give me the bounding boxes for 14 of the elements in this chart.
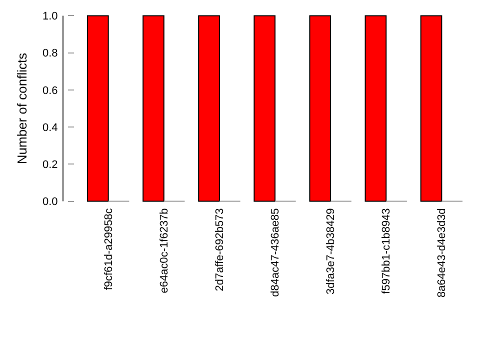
x-tick-label: f597bb1-c1b8943	[380, 208, 393, 294]
x-tick-label: f9cf61d-a29958c	[102, 208, 115, 290]
y-tick-label: 0.8	[42, 48, 58, 60]
x-tick-label: 2d7affe-692b573	[214, 208, 226, 292]
x-tick-label: e64ac0c-1f6237b	[158, 208, 170, 294]
y-tick-label: 0.6	[42, 84, 58, 97]
x-tick-label: 3dfa3e7-4b38429	[325, 208, 338, 294]
y-tick-label: 0.2	[42, 159, 58, 172]
y-tick-label: 0.4	[42, 122, 58, 134]
x-tick-label: d84ac47-436ae85	[270, 208, 282, 297]
y-tick-label: 1.0	[42, 10, 58, 23]
x-tick-label: 8a64e43-d4e3d3d	[436, 208, 448, 298]
y-tick-label: 0.0	[42, 196, 58, 208]
y-axis-title: Number of conflicts	[14, 52, 30, 164]
